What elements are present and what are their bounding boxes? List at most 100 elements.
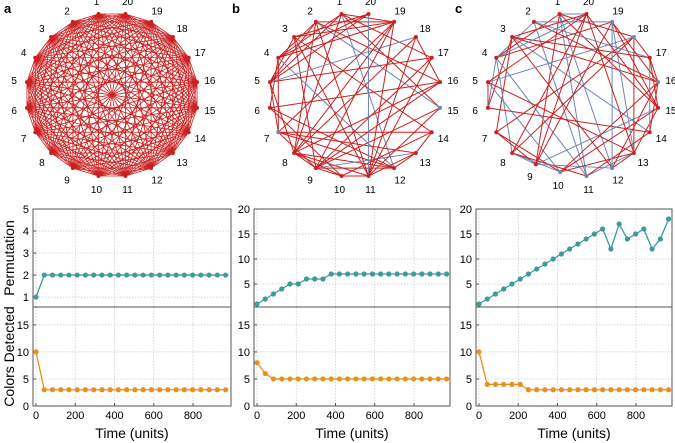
edge [560,152,635,173]
edges [487,13,659,177]
edge [511,152,587,177]
data-point [58,387,64,393]
edge [487,81,561,173]
y-tick-label: 15 [460,229,472,241]
edge [125,107,198,177]
edge [125,13,152,169]
edge [277,21,395,133]
data-point [91,272,97,278]
node [267,80,272,85]
node-label: 7 [482,134,488,145]
x-axis-label: Time (units) [315,425,388,441]
node [313,166,318,171]
data-point [49,387,56,393]
y-tick-label: 1 [23,292,29,304]
data-point [419,376,425,382]
x-tick-label: 800 [627,410,645,422]
edge [72,21,174,154]
edge [495,21,535,59]
y-tick-label: 5 [23,204,29,216]
edge [34,57,74,169]
node [429,55,434,60]
edge [511,13,587,38]
edge [269,36,295,83]
edge [125,13,174,154]
data-point [295,281,301,287]
data-point [484,381,490,387]
node-label: 4 [21,48,27,59]
data-point [206,272,212,278]
edge [188,57,198,108]
data-point [435,271,441,277]
node-label: 1 [555,0,561,8]
edge [150,131,189,169]
data-point [222,387,229,393]
data-point [435,376,441,382]
edge [150,107,198,169]
y-axis-label-top: Permutation [1,220,17,295]
node-label: 18 [638,24,650,35]
node-label: 5 [254,76,260,87]
node [276,55,281,60]
y-tick-label: 2 [23,270,29,282]
edge [293,21,317,154]
panel-label-b: b [232,1,240,16]
x-tick-label: 0 [254,410,260,422]
y-tick-label: 4 [23,226,29,238]
edge [495,36,513,133]
edge [586,131,651,177]
node [584,12,589,17]
data-point [115,272,122,278]
edge [26,36,52,108]
edge [512,36,650,59]
node-label: 11 [365,185,376,196]
edge [125,13,189,59]
data-point [295,376,301,382]
edge [172,107,198,154]
data-point [558,251,565,257]
edge [35,36,173,59]
edge [368,152,417,177]
edge [341,13,395,23]
data-point [616,387,622,393]
series-line-top [256,273,447,305]
x-tick-label: 0 [476,410,482,422]
x-tick-label: 200 [66,410,84,422]
data-point [66,272,72,278]
node [413,150,418,155]
data-point [132,387,138,393]
edge [26,82,52,154]
edge [585,13,635,154]
node-label: 6 [254,106,260,117]
node [610,166,615,171]
data-point [361,271,367,277]
edge [98,21,152,177]
node-label: 20 [365,0,377,8]
edge [150,21,198,83]
node [170,150,175,155]
y-tick-label: 5 [244,374,250,386]
edge [294,152,395,169]
data-point [336,271,343,277]
data-point [181,387,187,393]
node [33,55,38,60]
node-label: 1 [94,0,100,8]
node-label: 4 [482,48,488,59]
edge [611,81,659,169]
data-point [394,271,400,277]
data-point [567,387,573,393]
node-label: 20 [583,0,595,8]
data-point [558,387,565,393]
node-label: 9 [64,176,70,187]
edge [98,167,152,177]
node [485,105,490,110]
edge [511,36,613,169]
node-label: 10 [334,185,346,196]
node [557,12,562,17]
data-point [190,272,196,278]
series-line-bottom [478,351,669,391]
x-tick-label: 400 [326,410,344,422]
node-label: 16 [665,76,675,87]
edge [293,152,369,177]
y-tick-label: 15 [238,229,250,241]
